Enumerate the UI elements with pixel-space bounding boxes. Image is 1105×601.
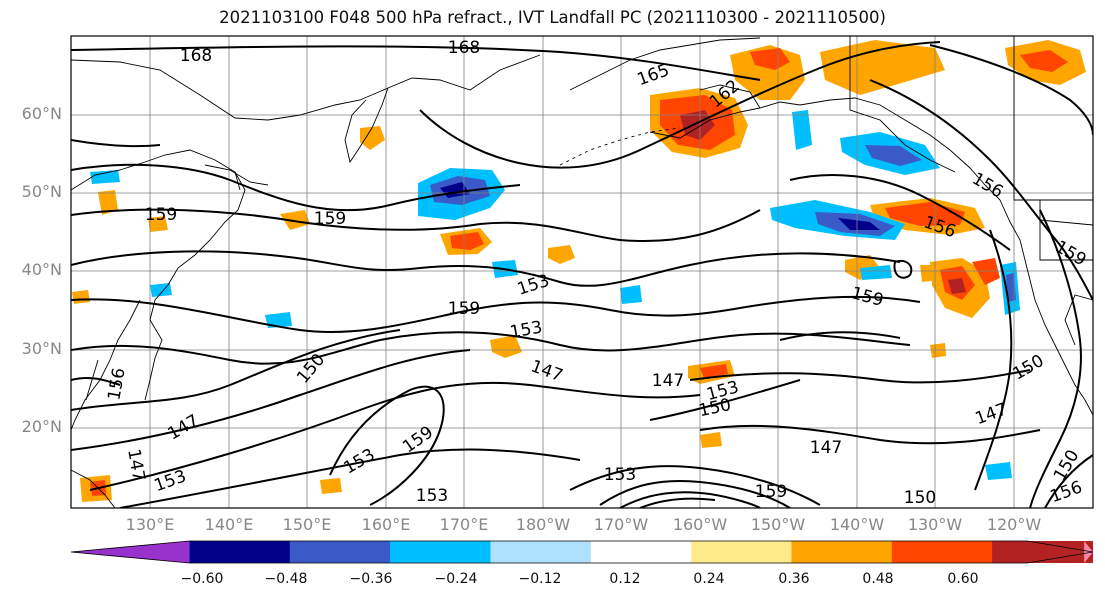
- colorbar-segment: [891, 541, 993, 563]
- graticule: [71, 36, 1093, 508]
- contour-label: 147: [810, 438, 842, 458]
- lat-label: 30°N: [21, 339, 62, 358]
- colorbar-tick-label: −0.48: [264, 571, 308, 587]
- colorbar-tick-label: 0.48: [862, 571, 894, 587]
- lon-label: 150°E: [282, 515, 332, 534]
- ivt-shading: [72, 40, 1086, 502]
- contour-label: 168: [448, 38, 480, 58]
- lon-label: 140°W: [829, 515, 885, 534]
- contour-label: 159: [448, 299, 480, 319]
- colorbar-segment: [791, 541, 893, 563]
- colorbar-tick-label: 0.24: [693, 571, 725, 587]
- contour-label: 159: [145, 205, 177, 225]
- colorbar-tick-label: 0.36: [778, 571, 810, 587]
- colorbar-segment: [992, 541, 1093, 563]
- contour-label: 159: [755, 482, 787, 502]
- colorbar-tick-label: 0.12: [609, 571, 641, 587]
- contour-label: 159: [314, 209, 346, 229]
- colorbar-tick-label: −0.60: [180, 571, 224, 587]
- lon-label: 150°W: [750, 515, 806, 534]
- lon-label: 130°E: [125, 515, 175, 534]
- lon-label: 160°W: [672, 515, 728, 534]
- contour-label: 153: [416, 486, 448, 506]
- lon-label: 140°E: [204, 515, 254, 534]
- lat-label: 50°N: [21, 182, 62, 201]
- lon-label: 160°E: [361, 515, 411, 534]
- colorbar-segment: [189, 541, 291, 563]
- contour-label: 168: [180, 46, 212, 66]
- colorbar-tick-label: −0.24: [434, 571, 478, 587]
- colorbar-segment: [590, 541, 692, 563]
- lat-label: 20°N: [21, 417, 62, 436]
- contour-label: 153: [604, 465, 636, 485]
- colorbar-segment: [490, 541, 592, 563]
- lon-label: 130°W: [907, 515, 963, 534]
- lon-label: 170°E: [439, 515, 489, 534]
- colorbar-segment: [390, 541, 491, 563]
- map-plot-area: 168 168 165 162 159 159 159 156 156 159 …: [71, 36, 1093, 508]
- colorbar-segment: [289, 541, 391, 563]
- lon-label: 180°W: [515, 515, 571, 534]
- map-title: 2021103100 F048 500 hPa refract., IVT La…: [219, 8, 886, 27]
- colorbar-outline: [70, 540, 1094, 564]
- colorbar-tick-label: −0.12: [518, 571, 562, 587]
- colorbar-segment: [691, 541, 792, 563]
- colorbar-tick-label: −0.36: [349, 571, 393, 587]
- colorbar-segment: [1084, 541, 1093, 563]
- map-frame: [70, 35, 1094, 509]
- refractivity-contours: [71, 41, 1093, 508]
- colorbar-tick-label: 0.60: [947, 571, 979, 587]
- coastlines: [71, 36, 1093, 508]
- contour-label: 150: [904, 488, 936, 508]
- lon-label: 170°W: [593, 515, 649, 534]
- contour-label: 147: [652, 371, 684, 391]
- lat-label: 40°N: [21, 260, 62, 279]
- colorbar: [70, 540, 1094, 564]
- lat-label: 60°N: [21, 104, 62, 123]
- lon-label: 120°W: [986, 515, 1042, 534]
- colorbar-segment: [71, 541, 190, 563]
